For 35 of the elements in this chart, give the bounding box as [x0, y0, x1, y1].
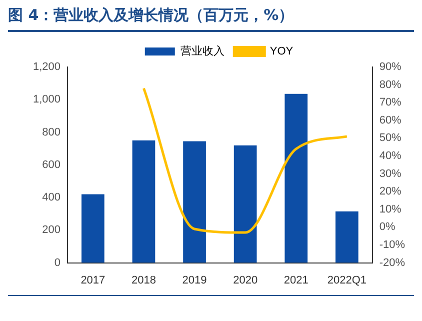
bar — [81, 194, 104, 263]
bar — [234, 145, 257, 263]
x-tick-label: 2018 — [131, 274, 156, 286]
y-tick-label: 1,200 — [32, 61, 61, 74]
y2-tick-label: -10% — [379, 239, 406, 252]
y2-tick-label: 10% — [379, 203, 402, 216]
legend-label: YOY — [270, 46, 294, 58]
y2-tick-label: 60% — [379, 114, 402, 126]
y2-tick-label: 50% — [379, 132, 402, 144]
x-tick-label: 2017 — [80, 274, 106, 286]
y-tick-label: 800 — [42, 126, 61, 138]
y-tick-label: 0 — [54, 256, 61, 269]
y2-tick-label: 90% — [379, 61, 402, 74]
bar — [183, 141, 206, 263]
y2-tick-label: 20% — [379, 186, 402, 198]
y2-tick-label: 80% — [379, 78, 402, 91]
y-tick-label: 600 — [42, 158, 61, 171]
y2-tick-label: 30% — [379, 168, 402, 180]
x-tick-label: 2020 — [233, 274, 258, 286]
y-tick-label: 400 — [42, 192, 61, 204]
y-tick-label: 1,000 — [32, 94, 61, 106]
y2-tick-label: 40% — [379, 150, 402, 162]
y2-tick-label: -20% — [379, 256, 406, 269]
legend-label: 营业收入 — [180, 44, 224, 58]
y2-tick-label: 70% — [379, 96, 402, 109]
x-tick-label: 2022Q1 — [327, 274, 366, 286]
bar — [284, 94, 308, 263]
bar — [335, 211, 358, 263]
y-tick-label: 200 — [42, 224, 61, 236]
x-tick-label: 2021 — [284, 274, 308, 286]
chart-title: 图 4：营业收入及增长情况（百万元，%） — [8, 6, 294, 25]
y2-tick-label: 0% — [379, 221, 396, 234]
x-tick-label: 2019 — [182, 274, 207, 286]
line-series — [142, 87, 348, 234]
bar — [132, 140, 156, 263]
